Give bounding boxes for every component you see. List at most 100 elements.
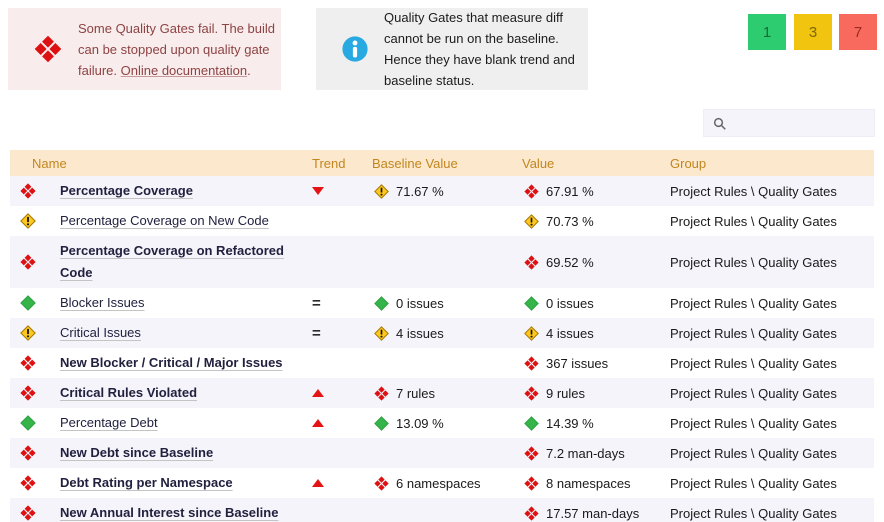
column-header-trend[interactable]: Trend bbox=[312, 155, 346, 171]
status-cell bbox=[10, 355, 60, 371]
quality-gate-link[interactable]: Blocker Issues bbox=[60, 295, 145, 310]
trend-cell bbox=[312, 187, 372, 195]
fail-count-badge: 7 bbox=[839, 14, 877, 50]
quality-gate-link[interactable]: Percentage Coverage on Refactored Code bbox=[60, 243, 284, 280]
quality-gate-link[interactable]: New Annual Interest since Baseline bbox=[60, 505, 279, 520]
status-cell bbox=[10, 213, 60, 229]
fail-icon bbox=[524, 475, 539, 491]
baseline-value-cell: 0 issues bbox=[372, 296, 522, 311]
pass-icon bbox=[524, 415, 539, 431]
status-cell bbox=[10, 415, 60, 431]
quality-gate-link[interactable]: New Blocker / Critical / Major Issues bbox=[60, 355, 283, 370]
value-text: 67.91 % bbox=[546, 183, 594, 199]
trend-up-icon bbox=[312, 419, 324, 427]
pass-icon bbox=[20, 295, 36, 311]
trend-cell bbox=[312, 479, 372, 487]
group-cell: Project Rules \ Quality Gates bbox=[670, 355, 837, 371]
status-cell bbox=[10, 445, 60, 461]
value-cell: 367 issues bbox=[522, 356, 670, 371]
baseline-value-text: 0 issues bbox=[396, 295, 444, 311]
fail-icon bbox=[374, 385, 389, 401]
pass-icon bbox=[20, 415, 36, 431]
status-cell bbox=[10, 254, 60, 270]
quality-gates-fail-alert: Some Quality Gates fail. The build can b… bbox=[8, 8, 281, 90]
status-cell bbox=[10, 183, 60, 199]
baseline-value-text: 71.67 % bbox=[396, 183, 444, 199]
quality-gate-link[interactable]: New Debt since Baseline bbox=[60, 445, 214, 460]
value-text: 0 issues bbox=[546, 295, 594, 311]
baseline-value-text: 4 issues bbox=[396, 325, 444, 341]
quality-gate-link[interactable]: Percentage Coverage on New Code bbox=[60, 213, 269, 228]
online-documentation-link[interactable]: Online documentation bbox=[120, 62, 248, 78]
group-cell: Project Rules \ Quality Gates bbox=[670, 295, 837, 311]
table-row: Critical Issues = 4 issues 4 issues Project … bbox=[10, 318, 874, 348]
value-text: 367 issues bbox=[546, 355, 609, 371]
group-cell: Project Rules \ Quality Gates bbox=[670, 385, 837, 401]
warn-icon bbox=[374, 325, 389, 341]
quality-gate-link[interactable]: Percentage Debt bbox=[60, 415, 158, 430]
fail-alert-sentence: Some Quality Gates fail. The build can b… bbox=[78, 20, 276, 78]
value-cell: 70.73 % bbox=[522, 214, 670, 229]
value-cell: 4 issues bbox=[522, 326, 670, 341]
value-cell: 7.2 man-days bbox=[522, 446, 670, 461]
table-row: Critical Rules Violated 7 rules 9 rules Pro… bbox=[10, 378, 874, 408]
baseline-value-cell: 7 rules bbox=[372, 386, 522, 401]
trend-down-icon bbox=[312, 187, 324, 195]
baseline-value-cell: 6 namespaces bbox=[372, 476, 522, 491]
baseline-info-box: Quality Gates that measure diff cannot b… bbox=[316, 8, 588, 90]
warn-icon bbox=[524, 213, 539, 229]
trend-cell bbox=[312, 419, 372, 427]
value-text: 17.57 man-days bbox=[546, 505, 640, 521]
status-cell bbox=[10, 505, 60, 521]
value-cell: 0 issues bbox=[522, 296, 670, 311]
quality-gate-link[interactable]: Debt Rating per Namespace bbox=[60, 475, 233, 490]
status-cell bbox=[10, 325, 60, 341]
group-cell: Project Rules \ Quality Gates bbox=[670, 325, 837, 341]
name-cell: Percentage Coverage on New Code bbox=[60, 207, 312, 235]
trend-equal-icon: = bbox=[312, 294, 321, 312]
warn-icon bbox=[524, 325, 539, 341]
value-cell: 67.91 % bbox=[522, 184, 670, 199]
fail-icon bbox=[374, 475, 389, 491]
fail-icon bbox=[524, 254, 539, 270]
baseline-value-cell: 13.09 % bbox=[372, 416, 522, 431]
quality-gate-link[interactable]: Critical Rules Violated bbox=[60, 385, 198, 400]
baseline-value-text: 13.09 % bbox=[396, 415, 444, 431]
warn-count-badge: 3 bbox=[794, 14, 832, 50]
name-cell: Percentage Coverage bbox=[60, 177, 312, 205]
column-header-name[interactable]: Name bbox=[32, 155, 67, 171]
fail-icon bbox=[524, 445, 539, 461]
info-box-text: Quality Gates that measure diff cannot b… bbox=[384, 10, 575, 88]
quality-gates-table: Name Trend Baseline Value Value Group Pe… bbox=[10, 150, 874, 522]
table-body: Percentage Coverage 71.67 % 67.91 % Project… bbox=[10, 176, 874, 522]
group-cell: Project Rules \ Quality Gates bbox=[670, 254, 837, 270]
warn-icon bbox=[20, 213, 36, 229]
table-row: Percentage Debt 13.09 % 14.39 % Project Rul… bbox=[10, 408, 874, 438]
name-cell: Blocker Issues bbox=[60, 289, 312, 317]
column-header-value[interactable]: Value bbox=[522, 155, 555, 171]
group-cell: Project Rules \ Quality Gates bbox=[670, 445, 837, 461]
table-row: New Debt since Baseline 7.2 man-days Proje… bbox=[10, 438, 874, 468]
column-header-group[interactable]: Group bbox=[670, 155, 707, 171]
fail-icon bbox=[20, 254, 36, 270]
value-text: 70.73 % bbox=[546, 213, 594, 229]
name-cell: New Blocker / Critical / Major Issues bbox=[60, 349, 312, 377]
pass-icon bbox=[374, 295, 389, 311]
value-cell: 14.39 % bbox=[522, 416, 670, 431]
column-header-baseline-value[interactable]: Baseline Value bbox=[372, 155, 458, 171]
fail-icon bbox=[524, 385, 539, 401]
group-cell: Project Rules \ Quality Gates bbox=[670, 183, 837, 199]
status-cell bbox=[10, 295, 60, 311]
baseline-value-text: 6 namespaces bbox=[396, 475, 481, 491]
baseline-value-text: 7 rules bbox=[396, 385, 436, 401]
name-cell: Critical Issues bbox=[60, 319, 312, 347]
status-cell bbox=[10, 385, 60, 401]
quality-gate-link[interactable]: Critical Issues bbox=[60, 325, 141, 340]
table-row: Percentage Coverage 71.67 % 67.91 % Project… bbox=[10, 176, 874, 206]
quality-gate-link[interactable]: Percentage Coverage bbox=[60, 183, 193, 198]
search-input[interactable] bbox=[704, 110, 874, 136]
fail-icon bbox=[20, 183, 36, 199]
table-row: Percentage Coverage on New Code 70.73 % Pr… bbox=[10, 206, 874, 236]
fail-alert-suffix: . bbox=[247, 62, 251, 78]
status-cell bbox=[10, 475, 60, 491]
